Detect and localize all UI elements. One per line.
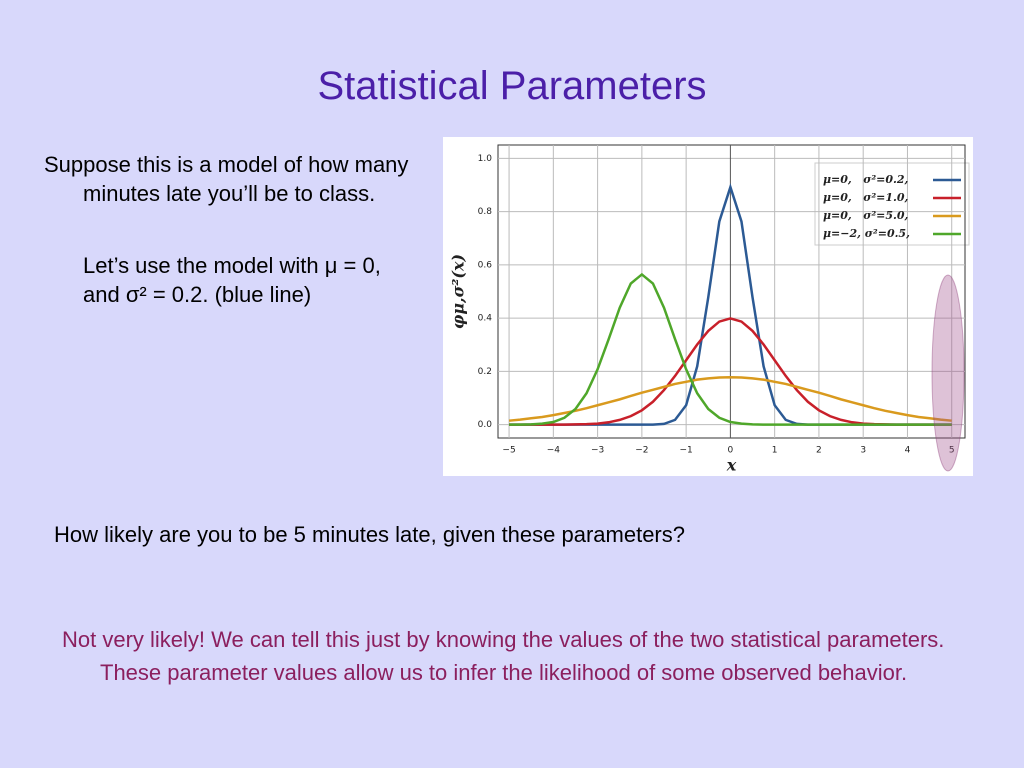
highlight-ellipse xyxy=(931,274,965,472)
answer: Not very likely! We can tell this just b… xyxy=(62,627,945,685)
x-tick-label: 2 xyxy=(816,446,822,456)
y-tick-label: 0.4 xyxy=(478,314,493,324)
y-tick-label: 0.2 xyxy=(478,367,492,377)
y-tick-label: 0.6 xyxy=(478,260,493,270)
x-axis-label: x xyxy=(726,456,737,475)
x-tick-label: 5 xyxy=(949,446,955,456)
y-tick-label: 0.0 xyxy=(478,420,493,430)
x-tick-label: −5 xyxy=(502,446,515,456)
sub-bullet: Let’s use the model with μ = 0, and σ² =… xyxy=(83,253,381,307)
legend-label: μ=−2, σ²=0.5, xyxy=(823,227,910,240)
x-tick-label: −1 xyxy=(679,446,692,456)
legend-label: μ=0, σ²=1.0, xyxy=(823,191,909,204)
slide-title: Statistical Parameters xyxy=(317,64,707,108)
x-tick-label: 4 xyxy=(905,446,911,456)
x-tick-label: −4 xyxy=(547,446,561,456)
y-axis-label: φμ,σ²(x) xyxy=(449,254,468,329)
x-tick-label: 1 xyxy=(772,446,778,456)
x-tick-label: −2 xyxy=(635,446,648,456)
x-tick-label: −3 xyxy=(591,446,604,456)
highlight xyxy=(931,274,965,472)
legend-label: μ=0, σ²=5.0, xyxy=(823,209,909,222)
y-tick-label: 1.0 xyxy=(478,154,493,164)
series-line xyxy=(508,376,952,422)
x-tick-label: 0 xyxy=(728,446,734,456)
chart: 0.0 0.2 0.4 0.6 0.8 1.0 −5 −4 −3 −2 −1 0 1 2 3 4 5 x φμ,σ²… xyxy=(443,137,973,476)
bullet: Suppose this is a model of how many minu… xyxy=(44,152,409,206)
legend-box xyxy=(814,162,970,246)
question: How likely are you to be 5 minutes late,… xyxy=(54,522,685,547)
plot-area xyxy=(497,144,966,439)
x-tick-label: 3 xyxy=(860,446,866,456)
legend-label: μ=0, σ²=0.2, xyxy=(823,173,909,186)
y-tick-label: 0.8 xyxy=(478,207,493,217)
series-line xyxy=(509,272,952,426)
